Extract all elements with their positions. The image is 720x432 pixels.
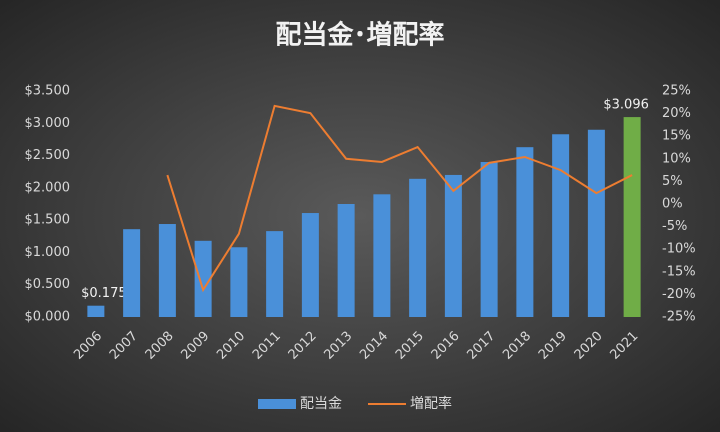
y-tick-label: $2.500	[25, 148, 71, 163]
bar	[123, 229, 141, 317]
y-tick-label: $3.500	[25, 84, 71, 99]
bar	[337, 204, 355, 317]
bar	[516, 147, 534, 317]
y-tick-label: $2.000	[25, 180, 71, 195]
y2-tick-label: 10%	[662, 151, 691, 166]
bar	[373, 194, 391, 317]
bar	[552, 134, 570, 317]
y2-tick-label: -15%	[662, 264, 696, 279]
y2-tick-label: 5%	[662, 174, 683, 189]
legend-label: 配当金	[300, 396, 342, 412]
y2-tick-label: 20%	[662, 106, 691, 121]
bar	[444, 174, 462, 317]
bar	[194, 240, 212, 317]
y2-tick-label: 15%	[662, 129, 691, 144]
y2-tick-label: -25%	[662, 310, 696, 325]
bar	[266, 231, 284, 317]
bar	[158, 224, 176, 317]
bar	[409, 178, 427, 317]
bar	[301, 213, 319, 317]
bar	[480, 162, 498, 317]
bar	[623, 117, 641, 318]
data-label: $3.096	[603, 98, 649, 113]
y-tick-label: $0.500	[25, 277, 71, 292]
bar	[230, 247, 248, 317]
legend-label: 増配率	[410, 395, 452, 412]
y2-tick-label: 25%	[662, 84, 691, 99]
data-label: $0.175	[81, 286, 127, 301]
legend-swatch	[258, 399, 296, 409]
bar	[587, 129, 605, 317]
y2-tick-label: -5%	[662, 219, 687, 234]
y-tick-label: $1.500	[25, 213, 71, 228]
y-tick-label: $0.000	[25, 310, 71, 325]
y2-tick-label: 0%	[662, 197, 683, 212]
y-tick-label: $1.000	[25, 245, 71, 260]
line	[166, 104, 633, 293]
y2-tick-label: -10%	[662, 242, 696, 257]
y-tick-label: $3.000	[25, 116, 71, 131]
bar	[87, 305, 105, 317]
chart-title: 配当金･増配率	[275, 20, 444, 51]
y2-tick-label: -20%	[662, 287, 696, 302]
